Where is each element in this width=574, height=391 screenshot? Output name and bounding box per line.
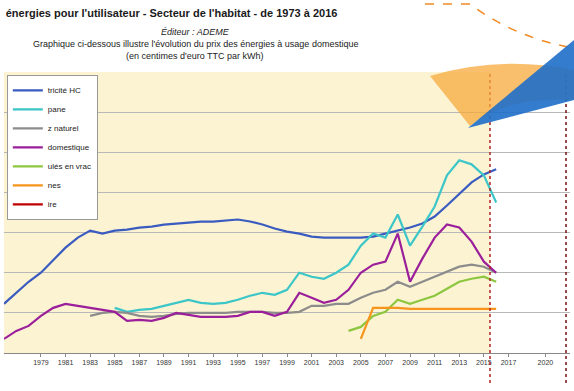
svg-text:ulés en vrac: ulés en vrac: [48, 162, 91, 171]
svg-text:ire: ire: [48, 200, 57, 209]
svg-text:1991: 1991: [181, 359, 197, 366]
svg-text:1993: 1993: [205, 359, 221, 366]
svg-text:Éditeur : ADEME: Éditeur : ADEME: [161, 27, 230, 37]
svg-text:nes: nes: [48, 181, 61, 190]
svg-text:2011: 2011: [427, 359, 442, 366]
svg-text:2017: 2017: [501, 359, 517, 366]
svg-text:2007: 2007: [378, 359, 394, 366]
svg-text:2009: 2009: [402, 359, 418, 366]
svg-text:z naturel: z naturel: [48, 124, 79, 133]
svg-text:1981: 1981: [58, 359, 74, 366]
svg-text:1989: 1989: [156, 359, 172, 366]
svg-text:1987: 1987: [132, 359, 148, 366]
svg-text:1983: 1983: [82, 359, 98, 366]
svg-text:1985: 1985: [107, 359, 123, 366]
svg-text:2020: 2020: [538, 359, 554, 366]
svg-text:2013: 2013: [451, 359, 467, 366]
svg-text:(en centimes d'euro TTC par kW: (en centimes d'euro TTC par kWh): [126, 51, 264, 61]
svg-text:2005: 2005: [353, 359, 369, 366]
svg-text:énergies pour l'utilisateur -: énergies pour l'utilisateur - Secteur de…: [6, 7, 338, 19]
svg-text:1997: 1997: [255, 359, 271, 366]
svg-text:1995: 1995: [230, 359, 246, 366]
svg-text:2001: 2001: [304, 359, 320, 366]
svg-text:domestique: domestique: [48, 143, 90, 152]
svg-text:1999: 1999: [279, 359, 295, 366]
svg-text:Graphique ci-dessous illustre: Graphique ci-dessous illustre l'évolutio…: [33, 39, 358, 49]
svg-text:2003: 2003: [328, 359, 344, 366]
svg-text:tricité HC: tricité HC: [48, 86, 81, 95]
svg-text:2015: 2015: [476, 359, 492, 366]
svg-text:1979: 1979: [33, 359, 49, 366]
svg-text:pane: pane: [48, 105, 66, 114]
